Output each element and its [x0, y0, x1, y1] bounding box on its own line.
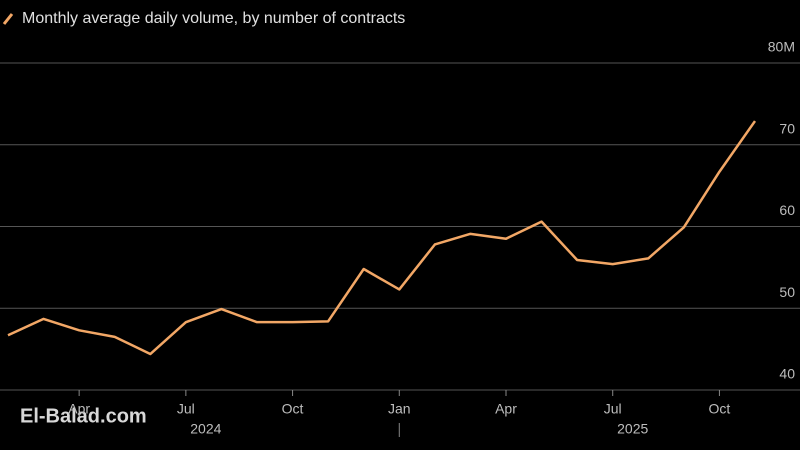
y-tick-label: 60	[779, 202, 795, 218]
x-tick-label: Apr	[495, 401, 517, 417]
x-tick-label: Oct	[709, 401, 731, 417]
x-tick-label: Jul	[604, 401, 622, 417]
y-tick-label: 50	[779, 284, 795, 300]
x-tick-label: Apr	[68, 401, 90, 417]
legend-label: Monthly average daily volume, by number …	[22, 10, 405, 27]
watermark: El-Balad.com	[20, 405, 147, 427]
y-tick-label: 70	[779, 120, 795, 136]
y-tick-label: 80M	[768, 39, 795, 55]
x-tick-label: Oct	[282, 401, 304, 417]
x-year-label: 2025	[617, 421, 648, 437]
y-tick-label: 40	[779, 366, 795, 382]
data-line	[7, 120, 757, 356]
x-tick-label: Jan	[388, 401, 411, 417]
x-tick-label: Jul	[177, 401, 195, 417]
x-year-label: 2024	[190, 421, 221, 437]
legend-swatch	[2, 13, 14, 25]
